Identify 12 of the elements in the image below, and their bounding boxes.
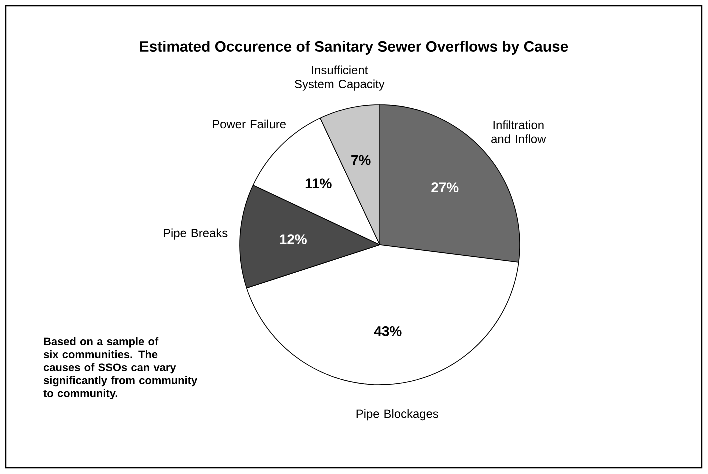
data-label: 7% — [352, 155, 371, 166]
slice-label: Pipe Blockages — [356, 409, 438, 421]
chart-title: Estimated Occurence of Sanitary Sewer Overflows by Cause — [140, 41, 568, 55]
data-label: 43% — [374, 326, 402, 336]
text: Based on a sample of six communities. The causes of SSOs can vary significantly from community to community. — [44, 338, 198, 400]
slice-label: Infiltration and Inflow — [492, 120, 546, 144]
data-label: 11% — [306, 178, 332, 189]
slice-label: Insufficient System Capacity — [295, 66, 385, 91]
data-label: 12% — [280, 234, 307, 244]
data-label: 27% — [432, 182, 459, 193]
slice-label: Power Failure — [213, 120, 286, 129]
slice-label: Pipe Breaks — [164, 228, 228, 240]
